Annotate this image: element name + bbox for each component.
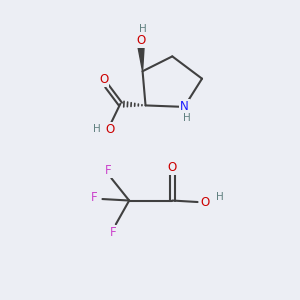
Text: O: O <box>200 196 210 208</box>
Text: O: O <box>105 123 115 136</box>
Text: F: F <box>110 226 116 239</box>
Text: O: O <box>99 73 109 86</box>
Text: O: O <box>168 161 177 174</box>
Text: H: H <box>93 124 101 134</box>
Polygon shape <box>138 47 144 71</box>
Text: O: O <box>136 34 146 47</box>
Text: F: F <box>105 164 112 177</box>
Text: F: F <box>91 191 98 204</box>
Text: H: H <box>139 24 146 34</box>
Text: H: H <box>183 113 191 123</box>
Text: N: N <box>180 100 189 113</box>
Text: H: H <box>216 192 224 202</box>
